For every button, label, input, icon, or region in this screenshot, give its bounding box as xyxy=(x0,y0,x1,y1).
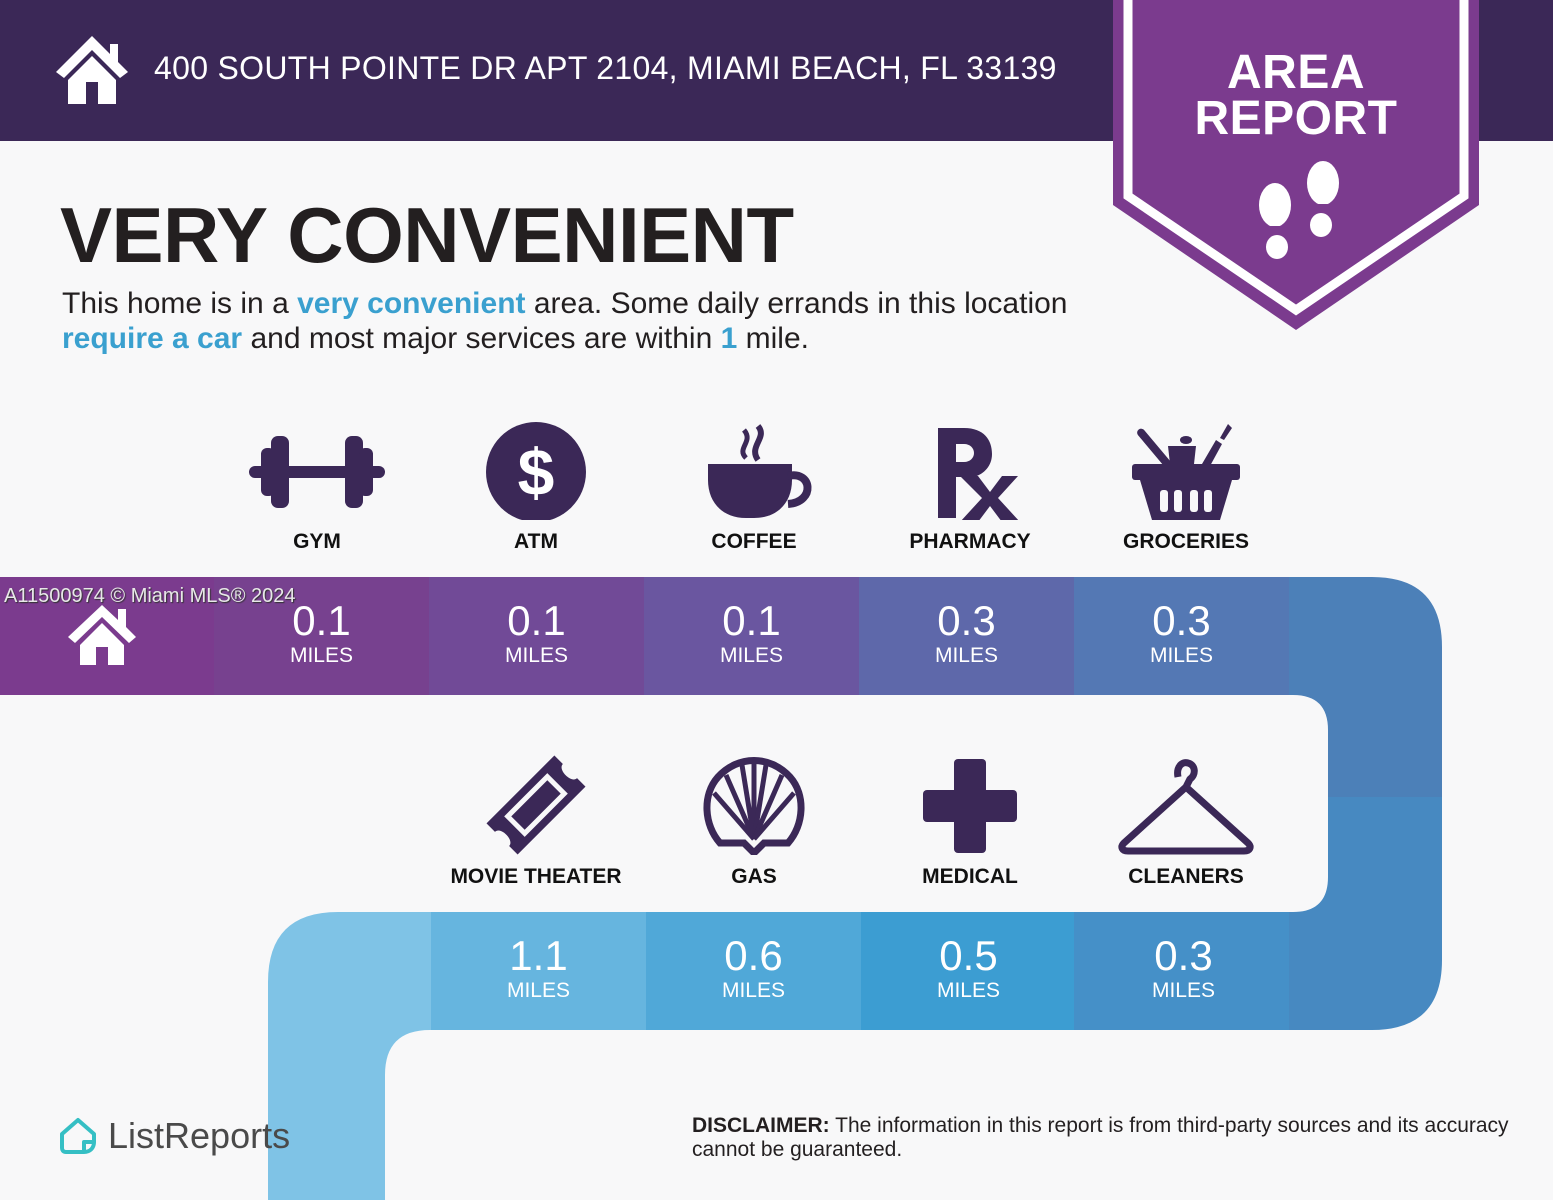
property-address: 400 SOUTH POINTE DR APT 2104, MIAMI BEAC… xyxy=(154,50,1057,86)
amenity-groceries: GROCERIES xyxy=(1078,420,1294,554)
amenity-label: COFFEE xyxy=(711,530,797,553)
area-report-badge xyxy=(1113,0,1479,330)
amenity-label: PHARMACY xyxy=(909,530,1031,553)
distance-cleaners: 0.3 MILES xyxy=(1151,932,1216,1003)
shell-icon xyxy=(703,757,805,855)
amenity-gym: GYM xyxy=(209,420,425,554)
logo-text: ListReports xyxy=(108,1115,291,1156)
amenity-label: GROCERIES xyxy=(1122,530,1250,553)
dumbbell-icon xyxy=(249,436,385,508)
listreports-logo-icon xyxy=(60,1118,96,1154)
summary-text: This home is in a very convenient area. … xyxy=(62,287,1068,355)
dollar-coin-icon: $ xyxy=(486,422,586,520)
medical-cross-icon xyxy=(923,759,1017,853)
footprints-icon xyxy=(1259,161,1339,259)
distance-movie-theater: 1.1 MILES xyxy=(506,932,571,1003)
amenity-medical: MEDICAL xyxy=(862,755,1078,889)
convenience-rating-headline: VERY CONVENIENT xyxy=(60,191,794,279)
amenity-atm: $ ATM xyxy=(428,420,644,554)
amenity-gas: GAS xyxy=(646,755,862,889)
distance-coffee: 0.1 MILES xyxy=(719,597,784,668)
badge-title: AREA REPORT xyxy=(1194,46,1398,145)
svg-text:$: $ xyxy=(518,435,555,509)
home-icon xyxy=(56,36,128,104)
amenity-label: CLEANERS xyxy=(1128,865,1244,888)
basket-icon xyxy=(1132,424,1240,520)
disclaimer: DISCLAIMER: The information in this repo… xyxy=(692,1114,1509,1161)
amenity-movie-theater: MOVIE THEATER xyxy=(428,755,644,889)
amenity-label: MOVIE THEATER xyxy=(450,865,622,888)
distance-atm: 0.1 MILES xyxy=(504,597,569,668)
amenity-pharmacy: PHARMACY xyxy=(862,420,1078,554)
amenity-label: GAS xyxy=(731,865,777,888)
distance-pharmacy: 0.3 MILES xyxy=(934,597,999,668)
distance-medical: 0.5 MILES xyxy=(936,932,1001,1003)
amenity-label: MEDICAL xyxy=(922,865,1018,888)
home-icon xyxy=(68,605,136,665)
amenity-label: GYM xyxy=(293,530,341,553)
amenity-coffee: COFFEE xyxy=(646,420,862,554)
coffee-cup-icon xyxy=(708,424,812,518)
amenity-cleaners: CLEANERS xyxy=(1078,755,1294,889)
distance-gas: 0.6 MILES xyxy=(721,932,786,1003)
hanger-icon xyxy=(1118,759,1254,855)
mls-watermark: A11500974 © Miami MLS® 2024 xyxy=(4,585,296,607)
ticket-icon xyxy=(486,755,586,855)
rx-icon xyxy=(938,428,1019,520)
amenity-label: ATM xyxy=(514,530,558,553)
listreports-logo: ListReports xyxy=(58,1113,290,1159)
distance-groceries: 0.3 MILES xyxy=(1149,597,1214,668)
distance-gym: 0.1 MILES xyxy=(289,597,354,668)
